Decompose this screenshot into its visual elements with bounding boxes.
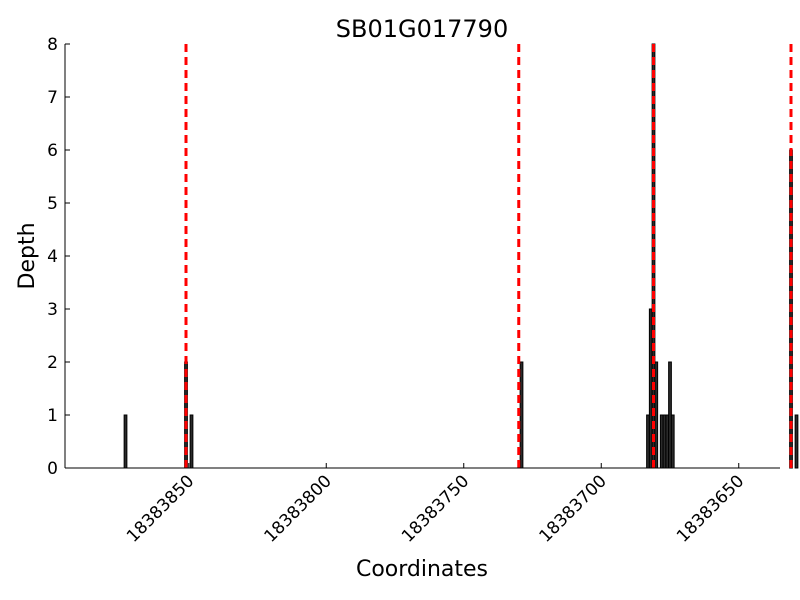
- y-tick-label: 4: [47, 247, 58, 267]
- y-tick-label: 5: [47, 194, 58, 214]
- chart-title: SB01G017790: [336, 15, 508, 43]
- depth-bar: [654, 361, 659, 469]
- y-tick-label: 6: [47, 141, 58, 161]
- y-tick-label: 2: [47, 353, 58, 373]
- y-tick-label: 0: [47, 459, 58, 479]
- x-tick-label: 18383700: [535, 471, 610, 546]
- y-tick-label: 1: [47, 406, 58, 426]
- x-tick-label: 18383850: [123, 471, 198, 546]
- boundary-lines-layer: [184, 44, 793, 468]
- depth-bar: [670, 414, 675, 469]
- y-axis-label: Depth: [15, 222, 40, 289]
- y-tick-label: 7: [47, 88, 58, 108]
- y-tick-label: 3: [47, 300, 58, 320]
- x-tick-label: 18383650: [673, 471, 748, 546]
- x-axis-label: Coordinates: [356, 557, 488, 582]
- depth-bar: [189, 414, 194, 469]
- x-tick-label: 18383800: [260, 471, 335, 546]
- depth-bar: [794, 414, 799, 469]
- x-tick-label: 18383750: [398, 471, 473, 546]
- bars-layer: [123, 43, 799, 469]
- axes: [64, 44, 780, 469]
- y-ticks: 0 1 2 3 4 5 6 7 8: [47, 35, 70, 479]
- x-ticks: 18383850 18383800 18383750 18383700 18383650: [123, 463, 748, 547]
- y-tick-label: 8: [47, 35, 58, 55]
- depth-bar: [123, 414, 128, 469]
- depth-bar: [519, 361, 524, 469]
